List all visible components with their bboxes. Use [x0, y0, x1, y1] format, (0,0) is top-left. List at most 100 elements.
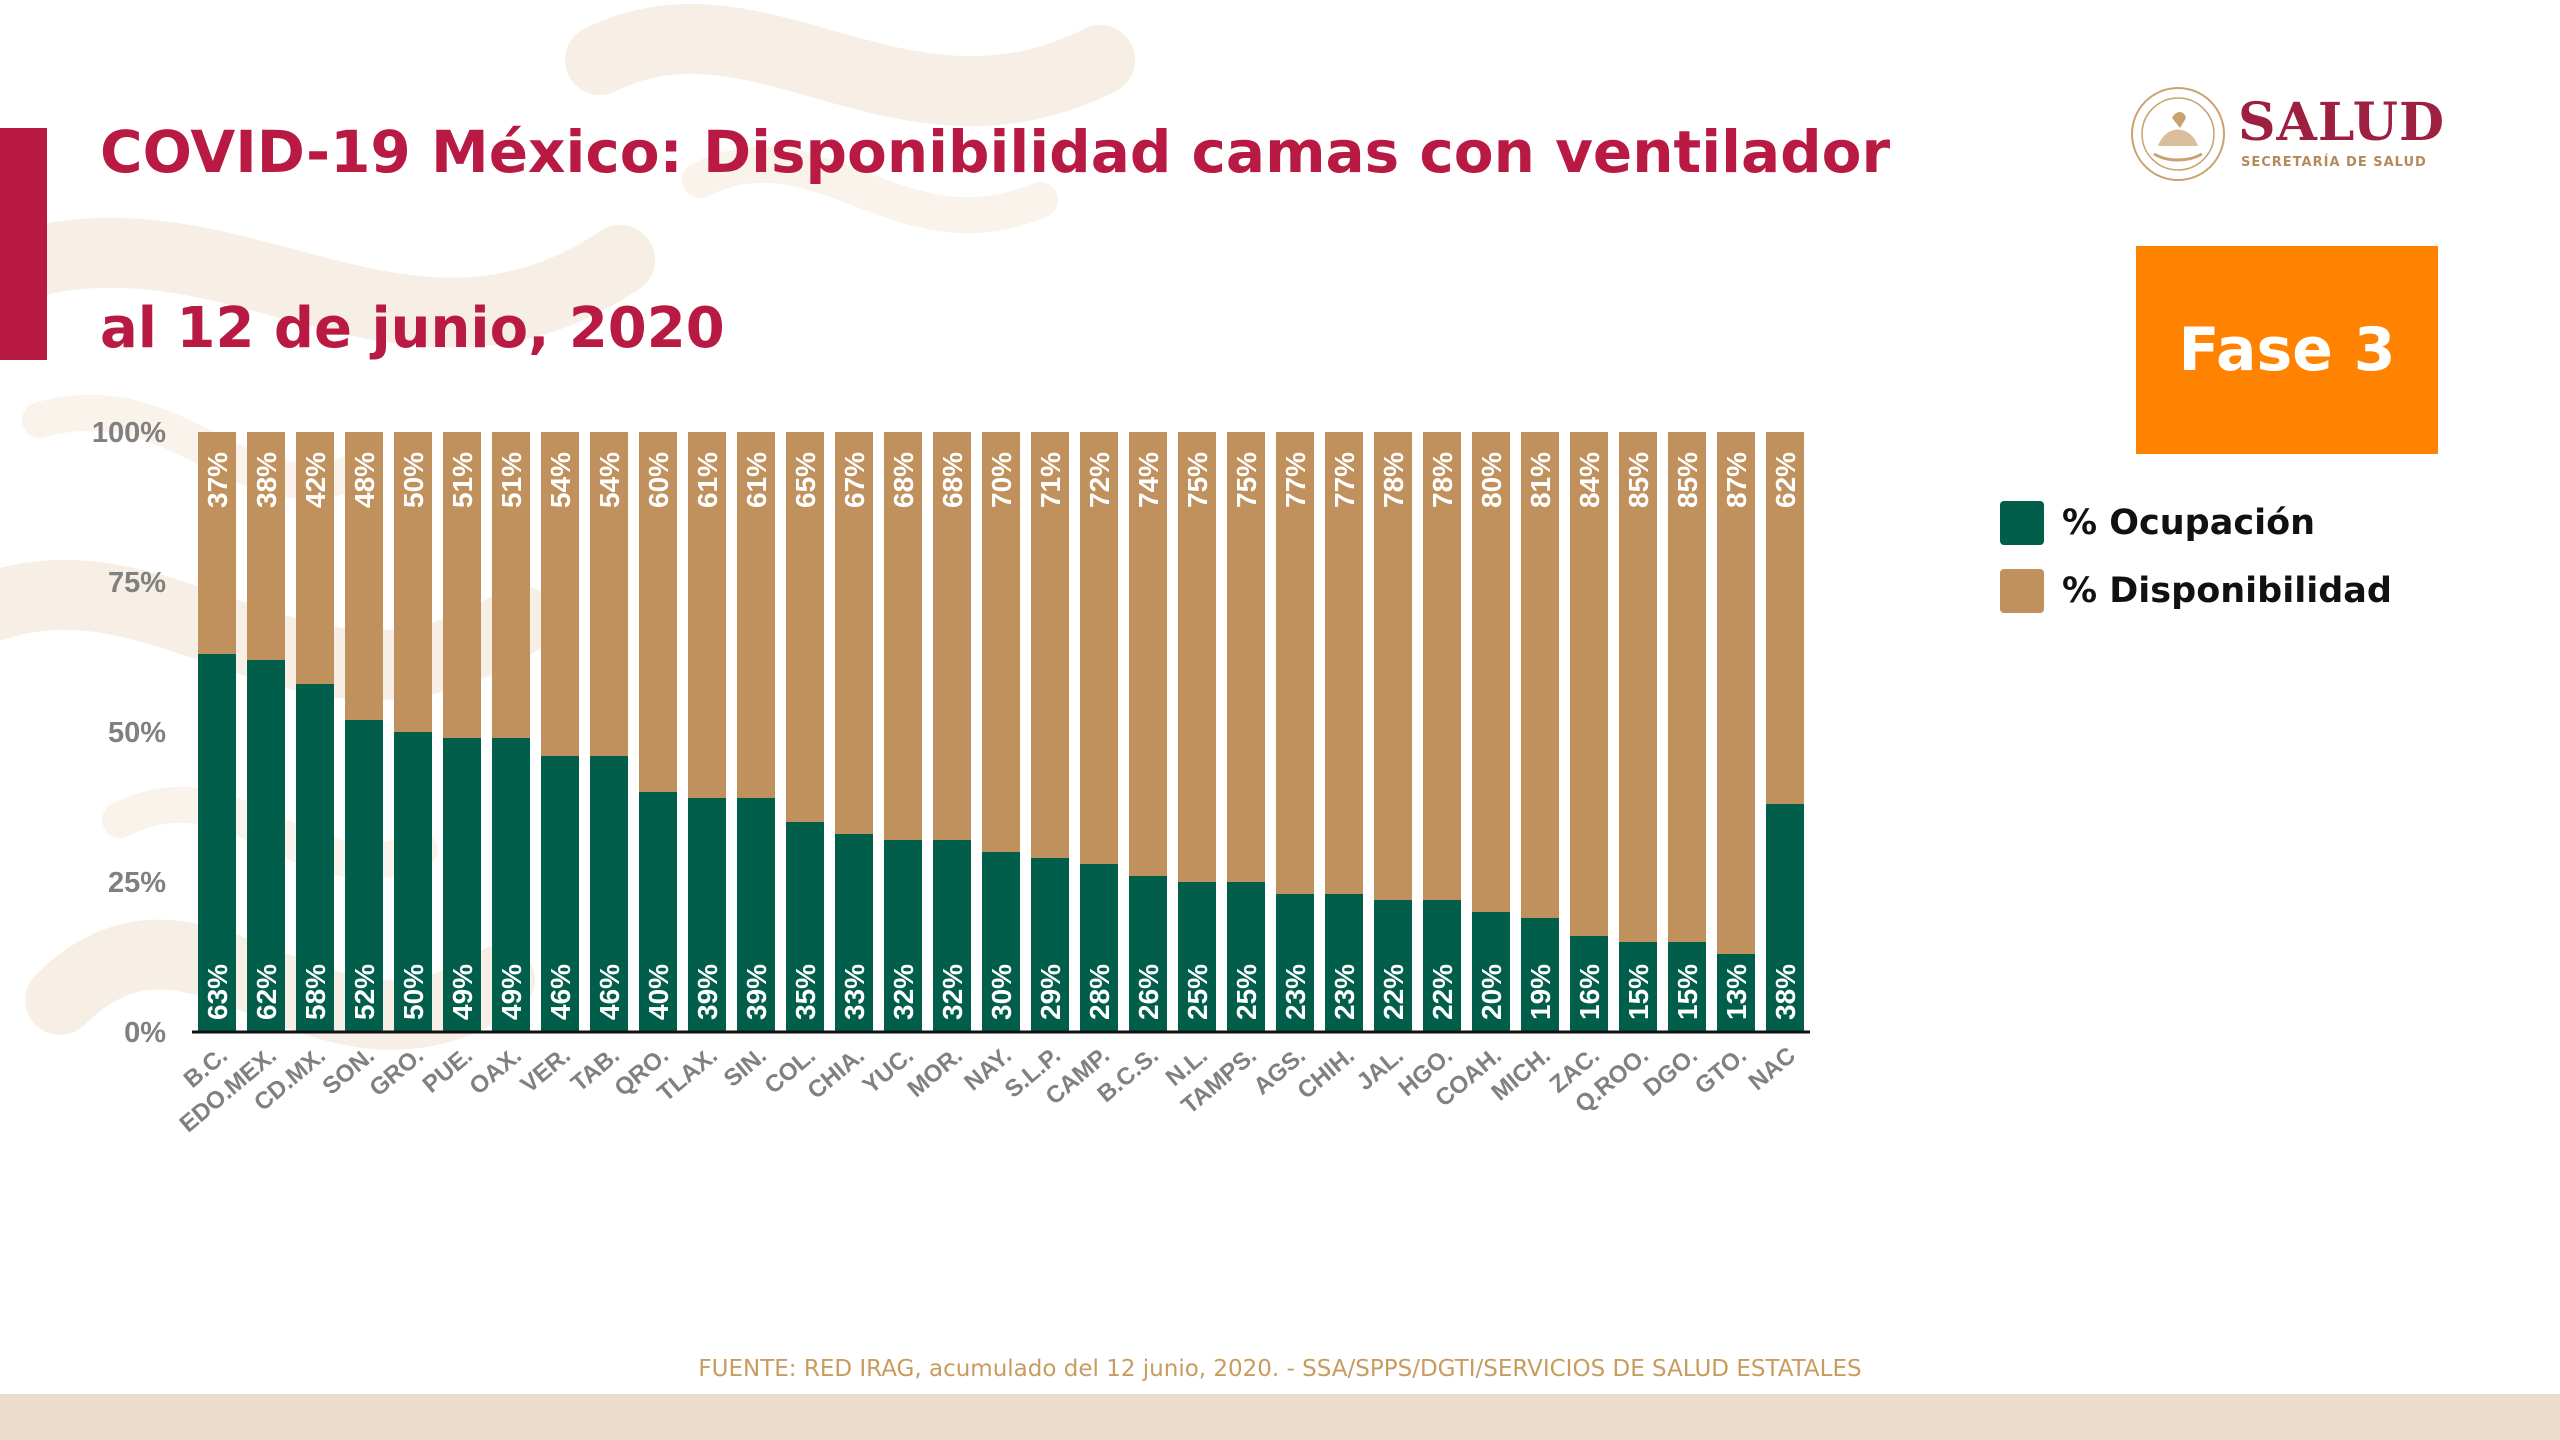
data-label-availability: 61% [692, 452, 723, 508]
data-label-occupancy: 33% [839, 964, 870, 1020]
bar-occupancy [1619, 942, 1657, 1032]
data-label-availability: 84% [1574, 452, 1605, 508]
bar-occupancy [884, 840, 922, 1032]
bar-availability [1570, 432, 1608, 936]
national-seal-icon [2131, 87, 2225, 181]
x-tick-label: MOR. [902, 1042, 967, 1103]
data-label-availability: 60% [643, 452, 674, 508]
bar-availability [982, 432, 1020, 852]
bar-occupancy [345, 720, 383, 1032]
bar-availability [1717, 432, 1755, 954]
bar-availability [1374, 432, 1412, 900]
data-label-occupancy: 29% [1035, 964, 1066, 1020]
y-tick-label: 75% [108, 567, 166, 599]
data-label-occupancy: 32% [888, 964, 919, 1020]
data-label-availability: 80% [1476, 452, 1507, 508]
bar-occupancy [1031, 858, 1069, 1032]
data-label-occupancy: 25% [1231, 964, 1262, 1020]
data-label-availability: 37% [202, 452, 233, 508]
data-label-occupancy: 19% [1525, 964, 1556, 1020]
bar-availability [1766, 432, 1804, 804]
data-label-occupancy: 25% [1182, 964, 1213, 1020]
y-tick-label: 25% [108, 867, 166, 899]
data-label-availability: 68% [888, 452, 919, 508]
data-label-occupancy: 30% [986, 964, 1017, 1020]
bar-occupancy [1178, 882, 1216, 1032]
data-label-availability: 77% [1280, 452, 1311, 508]
data-label-occupancy: 39% [741, 964, 772, 1020]
data-label-availability: 70% [986, 452, 1017, 508]
data-label-occupancy: 15% [1672, 964, 1703, 1020]
legend-item-occupancy: % Ocupación [2000, 500, 2392, 546]
data-label-occupancy: 32% [937, 964, 968, 1020]
data-label-availability: 62% [1770, 452, 1801, 508]
x-tick-label: GTO. [1690, 1042, 1752, 1100]
data-label-availability: 51% [447, 452, 478, 508]
bar-availability [835, 432, 873, 834]
data-label-availability: 81% [1525, 452, 1556, 508]
legend: % Ocupación % Disponibilidad [2000, 500, 2392, 636]
data-label-availability: 61% [741, 452, 772, 508]
data-label-availability: 72% [1084, 452, 1115, 508]
bar-availability [443, 432, 481, 738]
bar-occupancy [933, 840, 971, 1032]
bar-availability [198, 432, 236, 654]
source-note: FUENTE: RED IRAG, acumulado del 12 junio… [698, 1356, 1862, 1382]
data-label-availability: 74% [1133, 452, 1164, 508]
bar-availability [1129, 432, 1167, 876]
bar-occupancy [1325, 894, 1363, 1032]
bar-occupancy [247, 660, 285, 1032]
x-tick-label: OAX. [465, 1042, 527, 1100]
bar-occupancy [1227, 882, 1265, 1032]
data-label-availability: 75% [1231, 452, 1262, 508]
bar-availability [394, 432, 432, 732]
bar-occupancy [835, 834, 873, 1032]
bar-occupancy [443, 738, 481, 1032]
data-label-occupancy: 49% [447, 964, 478, 1020]
bar-availability [590, 432, 628, 756]
data-label-occupancy: 46% [545, 964, 576, 1020]
x-tick-label: DGO. [1639, 1042, 1703, 1102]
bar-availability [1619, 432, 1657, 942]
data-label-occupancy: 62% [251, 964, 282, 1020]
data-label-occupancy: 46% [594, 964, 625, 1020]
y-tick-label: 100% [92, 417, 166, 449]
data-label-availability: 78% [1427, 452, 1458, 508]
logo-subtitle: SECRETARÍA DE SALUD [2241, 155, 2427, 170]
data-label-availability: 42% [300, 452, 331, 508]
bar-availability [1423, 432, 1461, 900]
bar-availability [1031, 432, 1069, 858]
bar-availability [884, 432, 922, 840]
bar-occupancy [1570, 936, 1608, 1032]
bar-availability [1472, 432, 1510, 912]
bar-occupancy [982, 852, 1020, 1032]
x-tick-label: CHIA. [802, 1042, 869, 1105]
data-label-occupancy: 50% [398, 964, 429, 1020]
x-tick-label: NAC [1744, 1042, 1801, 1096]
x-tick-label: GRO. [365, 1042, 429, 1102]
x-tick-label: PUE. [418, 1042, 478, 1099]
bar-availability [492, 432, 530, 738]
bar-occupancy [786, 822, 824, 1032]
data-label-availability: 48% [349, 452, 380, 508]
data-label-availability: 67% [839, 452, 870, 508]
bar-occupancy [541, 756, 579, 1032]
bar-availability [1178, 432, 1216, 882]
data-label-availability: 71% [1035, 452, 1066, 508]
legend-label-occupancy: % Ocupación [2062, 503, 2316, 543]
salud-logo: SALUD SECRETARÍA DE SALUD [2128, 84, 2468, 184]
bar-availability [639, 432, 677, 792]
bar-availability [541, 432, 579, 756]
data-label-occupancy: 58% [300, 964, 331, 1020]
bar-availability [1668, 432, 1706, 942]
bar-occupancy [737, 798, 775, 1032]
data-label-occupancy: 28% [1084, 964, 1115, 1020]
bar-availability [1227, 432, 1265, 882]
bar-occupancy [1521, 918, 1559, 1032]
data-label-availability: 50% [398, 452, 429, 508]
bar-occupancy [688, 798, 726, 1032]
data-label-availability: 85% [1672, 452, 1703, 508]
data-label-availability: 78% [1378, 452, 1409, 508]
data-label-occupancy: 39% [692, 964, 723, 1020]
data-label-occupancy: 38% [1770, 964, 1801, 1020]
